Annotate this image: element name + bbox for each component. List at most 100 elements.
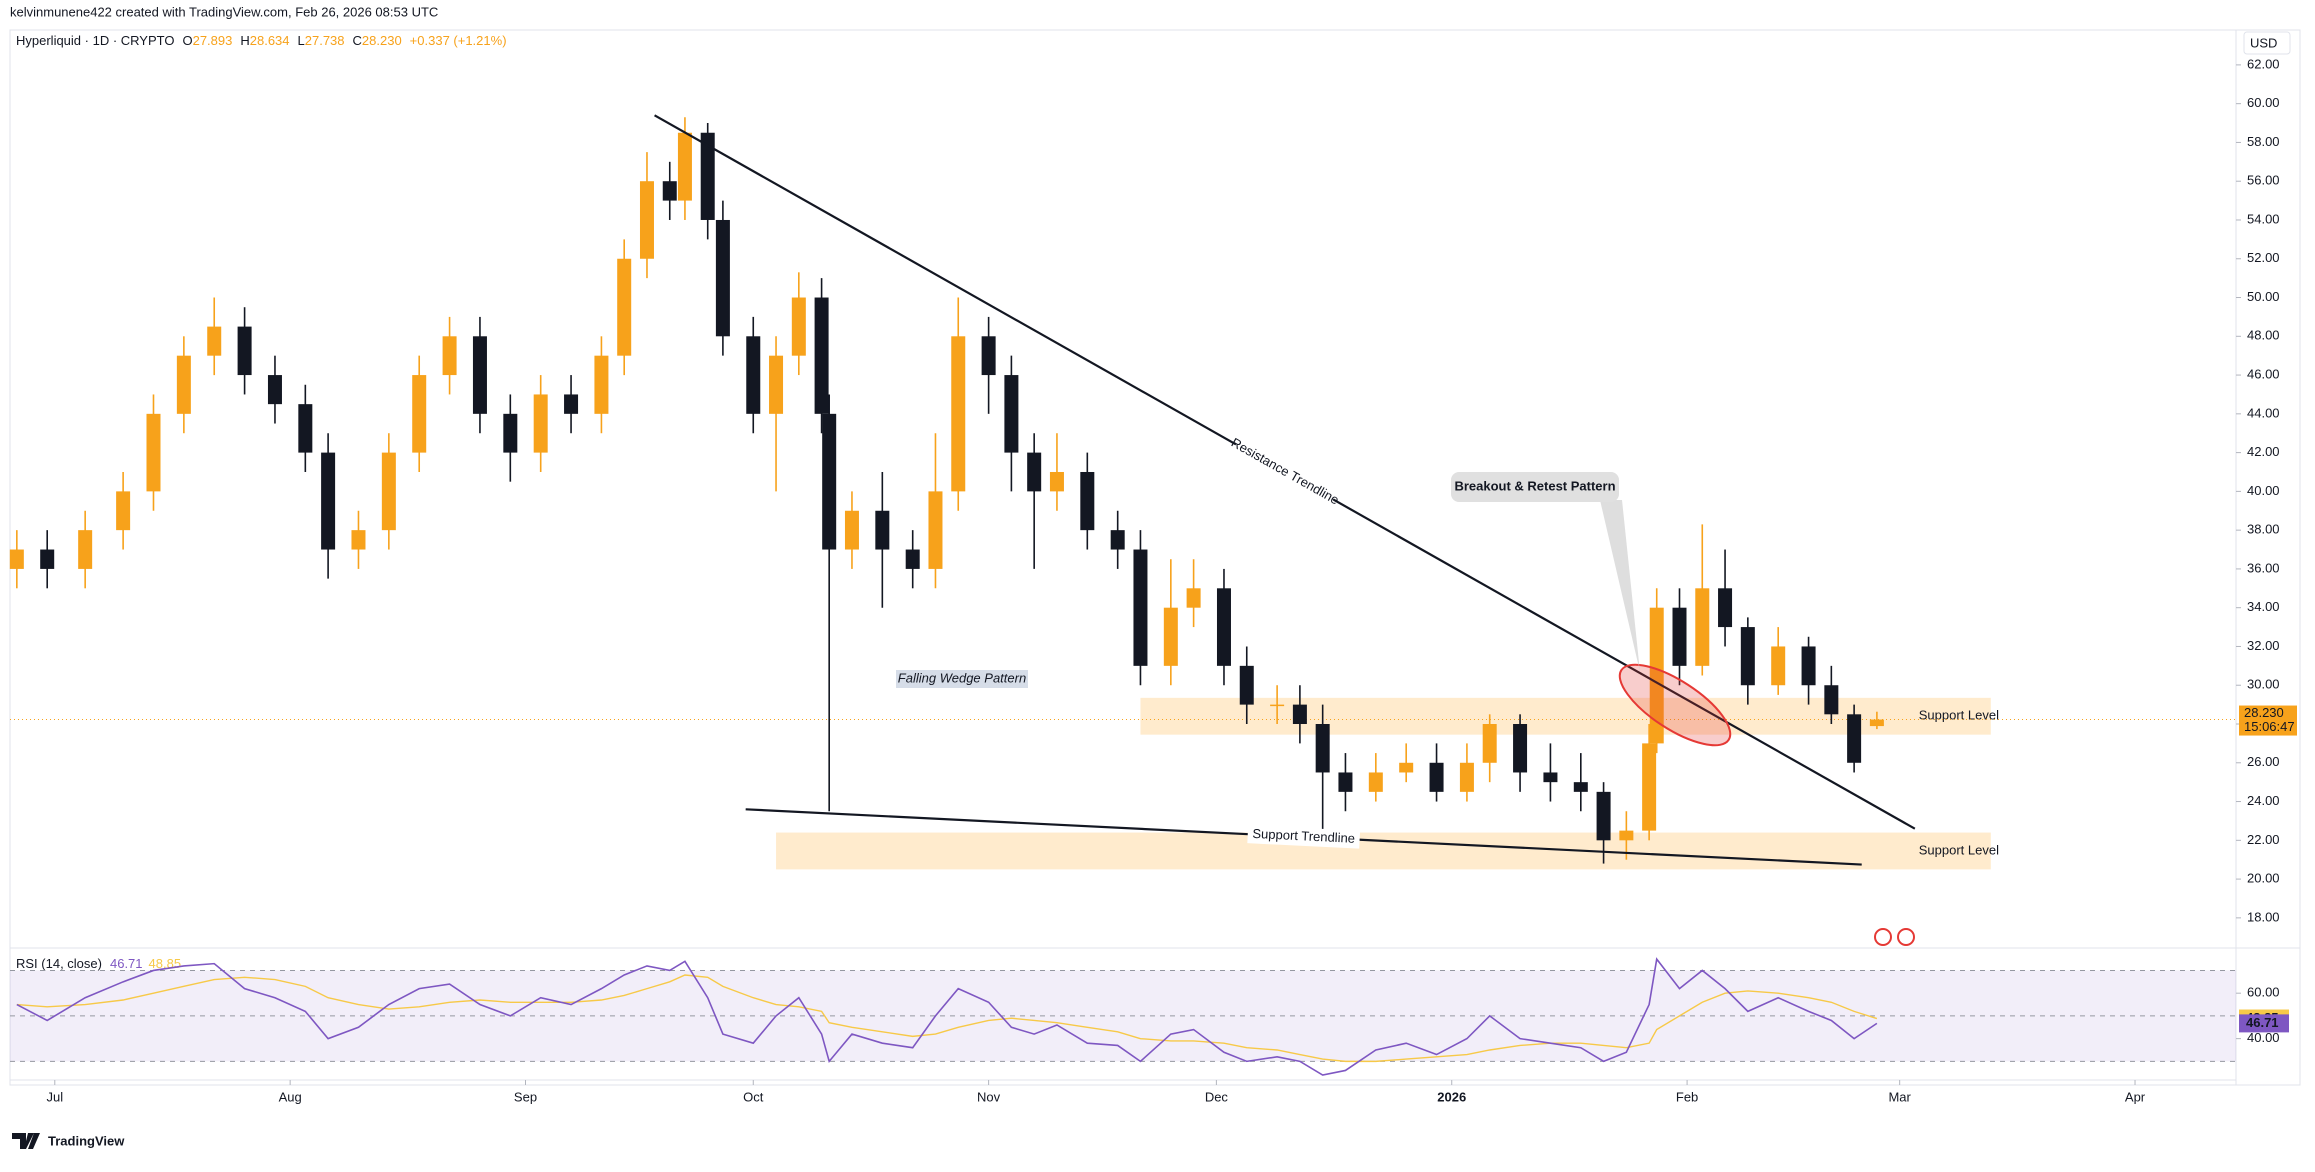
candle-body [1771,646,1786,686]
y-tick-label: 56.00 [2247,173,2280,188]
credit: kelvinmunene422 created with TradingView… [10,4,438,19]
candle-body [769,355,784,414]
trendline-label-group: Support Trendline [1247,825,1361,849]
candle-body [176,355,191,414]
candle-body [1004,375,1019,453]
rsi-line [16,957,1878,1076]
y-tick-label: 30.00 [2247,677,2280,692]
y-tick-label: 60.00 [2247,95,2280,110]
plot: 18.0020.0022.0024.0026.0028.0030.0032.00… [9,56,2297,1104]
candle-body [746,336,761,414]
y-tick-label: 24.00 [2247,793,2280,808]
price-tag [2239,705,2297,736]
candle-body [1718,588,1733,628]
trendline-label: Support Trendline [1252,826,1355,846]
y-tick-label: 44.00 [2247,405,2280,420]
candle-body [1672,607,1687,666]
candle-body [381,452,396,531]
wedge-label: Falling Wedge Pattern [898,670,1026,685]
candle-body [1459,762,1474,792]
y-tick-label: 40.00 [2247,483,2280,498]
brand: TradingView [48,1133,125,1148]
candle-body [981,336,996,376]
candle-body [1338,772,1353,792]
candle-body [78,530,93,569]
callout-box [1451,472,1619,502]
y-tick-label: 40.00 [2247,1030,2280,1045]
x-tick-label: Feb [1676,1089,1698,1104]
candle-body [905,549,920,569]
candle-body [951,336,966,492]
ohlc-label: C [353,33,362,48]
rsi-tag [2239,1014,2289,1033]
candle-body [564,394,579,414]
candle-body [639,181,654,259]
candles [9,117,1884,864]
candle-body [1315,724,1330,773]
event-icon [1897,928,1915,946]
x-tick-label: Dec [1205,1089,1229,1104]
ohlc-label: O [182,33,192,48]
logo: TradingView [12,1133,125,1149]
ohlc-label: H [240,33,249,48]
candle-body [1270,704,1285,707]
flags [1874,928,1915,946]
y-tick-label: 50.00 [2247,289,2280,304]
candle-body [267,375,282,405]
zone-label: Support Level [1919,842,1999,857]
candle-body [1642,743,1657,831]
rsi-value: 46.71 [110,956,143,971]
y-tick-label: 38.00 [2247,522,2280,537]
candle-body [875,510,890,550]
x-tick-label: Sep [514,1089,537,1104]
rsi-legend: RSI (14, close) 46.71 48.85 [16,956,181,971]
y-tick-label: 22.00 [2247,832,2280,847]
currency: USD [2250,35,2277,50]
breakout-highlight [1618,663,1732,747]
candle-body [503,413,518,453]
logo-mark [12,1133,40,1149]
candle-body [442,336,457,376]
label-bg [1247,825,1361,849]
candle-body [40,549,55,569]
x-tick-label: Aug [279,1089,302,1104]
y-tick-label: 32.00 [2247,638,2280,653]
change: +0.337 (+1.21%) [410,33,507,48]
callout-pointer [1600,500,1640,672]
candle-body [1368,772,1383,792]
zone-label: Support Level [1919,708,1999,723]
candle-body [677,132,692,201]
ohlc-value: 27.738 [305,33,345,48]
candle-body [1847,714,1862,763]
x-tick-label: Oct [743,1089,764,1104]
y-tick-label: 42.00 [2247,444,2280,459]
ohlc-value: 28.230 [362,33,402,48]
candle-body [1801,646,1816,686]
candle-body [1573,782,1588,792]
y-tick-label: 54.00 [2247,211,2280,226]
candle-body [116,491,131,531]
candle-body [1740,627,1755,686]
x-tick-label: 2026 [1437,1089,1466,1104]
ohlc-label: L [298,33,305,48]
y-tick-label: 34.00 [2247,599,2280,614]
candle-body [1596,791,1611,841]
x-tick-label: Apr [2125,1089,2146,1104]
candle-body [822,413,837,550]
symbol: Hyperliquid · 1D · CRYPTO [16,33,174,48]
candle-body [412,375,427,453]
candle-body [928,491,943,569]
candle-body [700,132,715,220]
candle-body [1027,452,1042,492]
y-tick-label: 62.00 [2247,56,2280,71]
ohlc-value: 28.634 [250,33,290,48]
candle-body [1216,588,1231,666]
candle-body [298,404,313,453]
x-tick-label: Mar [1888,1089,1911,1104]
candle-body [814,297,829,414]
candle-body [1619,830,1634,841]
candle-body [844,510,859,550]
candle-body [1186,588,1201,608]
